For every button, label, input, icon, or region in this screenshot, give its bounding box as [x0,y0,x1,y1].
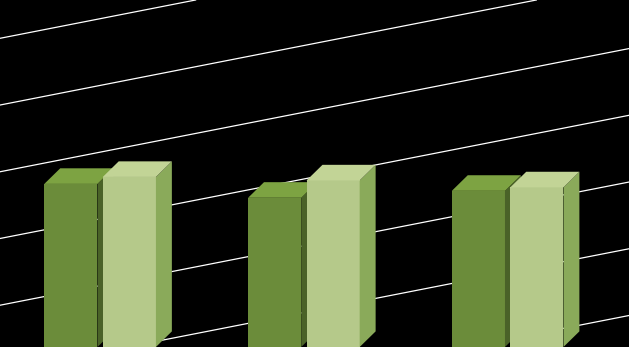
Polygon shape [452,191,505,347]
Polygon shape [301,182,317,347]
Polygon shape [103,161,172,177]
Polygon shape [44,184,97,347]
Polygon shape [97,168,113,347]
Polygon shape [510,172,579,187]
Polygon shape [306,165,376,180]
Polygon shape [510,187,564,347]
Polygon shape [103,177,156,347]
Polygon shape [564,172,579,347]
Polygon shape [248,198,301,347]
Polygon shape [505,175,521,347]
Polygon shape [44,168,113,184]
Polygon shape [156,161,172,347]
Polygon shape [452,175,521,191]
Polygon shape [248,182,317,198]
Polygon shape [360,165,376,347]
Polygon shape [306,180,360,347]
